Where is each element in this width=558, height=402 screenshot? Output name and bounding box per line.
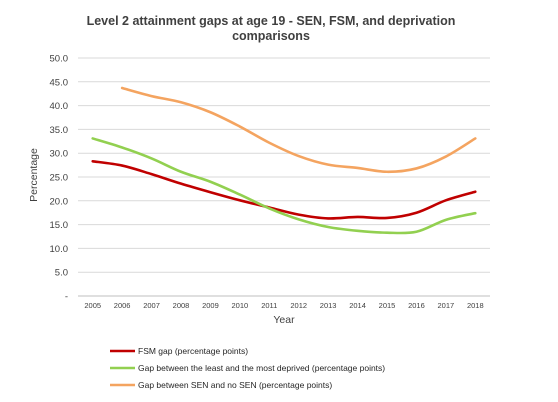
x-tick-label: 2014	[349, 301, 366, 310]
gridlines	[78, 57, 490, 297]
x-tick-label: 2007	[143, 301, 160, 310]
y-axis-ticks: - 5.0 10.0 15.0 20.0 25.0 30.0 35.0 40.0 45.0 50.0	[50, 54, 69, 303]
x-axis-label: Year	[273, 314, 295, 326]
legend: FSM gap (percentage points) Gap between t…	[110, 346, 385, 390]
x-tick-label: 2012	[290, 301, 307, 310]
y-tick-label: 45.0	[50, 77, 69, 88]
y-tick-label: 5.0	[55, 268, 68, 279]
x-tick-label: 2013	[320, 301, 337, 310]
legend-label: Gap between SEN and no SEN (percentage p…	[138, 380, 332, 390]
x-tick-label: 2006	[114, 301, 131, 310]
y-tick-label: 10.0	[50, 244, 69, 255]
x-axis-ticks: 2005 2006 2007 2008 2009 2010 2011 2012 2013 2014…	[84, 301, 483, 310]
x-tick-label: 2008	[173, 301, 190, 310]
x-tick-label: 2015	[379, 301, 396, 310]
legend-label: FSM gap (percentage points)	[138, 346, 248, 356]
x-tick-label: 2017	[438, 301, 455, 310]
chart-title-line-1: Level 2 attainment gaps at age 19 - SEN,…	[87, 14, 456, 28]
x-tick-label: 2010	[232, 301, 249, 310]
y-tick-label: 15.0	[50, 220, 69, 231]
x-tick-label: 2005	[84, 301, 101, 310]
legend-label: Gap between the least and the most depri…	[138, 363, 385, 373]
y-tick-label: 40.0	[50, 101, 69, 112]
x-tick-label: 2016	[408, 301, 425, 310]
series-lines	[91, 86, 477, 235]
y-tick-label: 30.0	[50, 149, 69, 160]
y-axis-label: Percentage	[28, 148, 40, 202]
y-tick-label: 25.0	[50, 173, 69, 184]
series-line-1	[91, 159, 477, 220]
y-tick-label: 35.0	[50, 125, 69, 136]
series-line-2	[91, 137, 477, 235]
x-tick-label: 2011	[261, 301, 277, 310]
chart-title-line-2: comparisons	[232, 29, 310, 43]
x-tick-label: 2018	[467, 301, 484, 310]
series-line-3	[120, 86, 477, 174]
y-tick-label: 50.0	[50, 54, 69, 65]
y-tick-label: -	[65, 292, 68, 303]
x-tick-label: 2009	[202, 301, 219, 310]
y-tick-label: 20.0	[50, 196, 69, 207]
